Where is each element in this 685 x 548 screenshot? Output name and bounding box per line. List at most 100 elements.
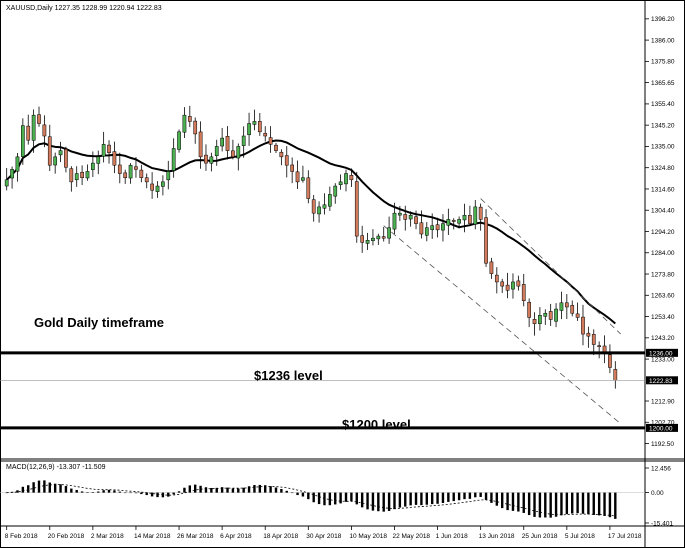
macd-bar — [242, 487, 245, 493]
macd-bar — [457, 492, 461, 501]
candle — [333, 183, 338, 204]
candle — [155, 181, 160, 198]
candle — [257, 113, 262, 136]
candle — [187, 105, 192, 128]
candle — [284, 146, 289, 178]
candle — [231, 139, 235, 160]
date-tick-label: 2 Mar 2018 — [91, 533, 124, 540]
macd-bar — [334, 492, 337, 505]
date-tick-label: 25 Jun 2018 — [522, 533, 558, 540]
macd-bar — [350, 492, 353, 501]
candle — [150, 172, 154, 199]
level-price-tag: 1222.83 — [646, 376, 678, 385]
price-tick-label: 1294.20 — [651, 229, 675, 236]
candle — [516, 275, 521, 291]
candle — [26, 114, 31, 145]
macd-bar — [167, 492, 170, 497]
candle — [532, 312, 537, 336]
macd-bar — [296, 492, 299, 496]
channel-lower-line — [383, 225, 621, 425]
macd-bar — [565, 492, 569, 515]
macd-bar — [210, 487, 213, 493]
moving-average-line — [6, 139, 616, 325]
macd-bar — [123, 492, 127, 494]
macd-tick-label: 0.00 — [651, 490, 664, 497]
macd-bar — [506, 492, 509, 511]
macd-bar — [592, 492, 595, 515]
channel-upper-line — [480, 198, 621, 335]
macd-bar — [366, 492, 369, 510]
date-tick-label: 5 Jul 2018 — [565, 533, 595, 540]
macd-bar — [603, 492, 606, 516]
candle — [31, 109, 36, 153]
date-tick-label: 10 May 2018 — [349, 533, 387, 540]
macd-bar — [27, 485, 30, 493]
macd-bar — [177, 491, 181, 493]
macd-bar — [16, 490, 19, 493]
macd-bar — [134, 492, 138, 494]
macd-bar — [587, 492, 590, 515]
candle — [177, 129, 181, 153]
macd-bar — [97, 491, 100, 493]
macd-bar — [226, 487, 229, 493]
macd-bar — [253, 485, 256, 493]
chart-annotation-title: Gold Daily timeframe — [34, 315, 164, 330]
macd-bar — [420, 492, 423, 506]
date-tick-label: 30 Apr 2018 — [306, 533, 341, 540]
candle — [597, 341, 601, 359]
price-tick-label: 1192.50 — [651, 441, 674, 448]
price-tick-label: 1355.40 — [651, 101, 675, 108]
candle — [349, 168, 354, 188]
candle — [435, 217, 440, 238]
candle — [182, 107, 187, 138]
candle — [247, 112, 251, 146]
candle — [381, 227, 386, 242]
candle — [225, 126, 230, 160]
macd-bar — [474, 492, 477, 498]
candle — [468, 205, 472, 226]
candle — [354, 171, 359, 243]
macd-bar — [307, 492, 310, 500]
svg-text:1222.83: 1222.83 — [649, 378, 673, 385]
level-price-tag: 1200.00 — [646, 423, 678, 432]
macd-bar — [398, 492, 402, 508]
macd-bar — [21, 486, 25, 493]
candle — [241, 126, 246, 158]
candle — [21, 118, 25, 165]
macd-bar — [576, 492, 579, 514]
candle — [91, 151, 95, 177]
date-tick-label: 20 Feb 2018 — [48, 533, 85, 540]
macd-bar — [140, 492, 143, 495]
macd-bar — [280, 488, 283, 493]
candle — [117, 152, 122, 184]
price-tick-label: 1253.40 — [651, 314, 675, 321]
macd-bar — [425, 492, 428, 505]
macd-bar — [560, 492, 563, 516]
candle — [586, 326, 591, 348]
date-tick-label: 22 May 2018 — [392, 533, 430, 540]
macd-bar — [264, 485, 267, 493]
candle — [123, 169, 128, 184]
macd-bar — [414, 492, 418, 505]
candle — [554, 303, 558, 328]
candle — [608, 344, 612, 374]
macd-bar — [323, 492, 326, 506]
macd-bar — [436, 492, 439, 504]
candle — [42, 115, 47, 148]
candle — [414, 210, 418, 230]
macd-bar — [247, 486, 251, 493]
candle — [387, 216, 391, 244]
macd-bar — [86, 492, 89, 493]
macd-bar — [274, 487, 278, 493]
candle — [500, 278, 505, 293]
macd-bar — [527, 492, 531, 516]
candle — [204, 144, 208, 171]
macd-bar — [538, 492, 542, 518]
macd-bar — [5, 492, 8, 494]
symbol-header: XAUUSD,Daily 1227.35 1228.99 1220.94 122… — [6, 5, 162, 12]
level-1200-label: $1200 level — [342, 417, 411, 432]
candle — [220, 127, 224, 152]
candle — [290, 157, 294, 184]
price-tick-label: 1202.70 — [651, 420, 675, 427]
